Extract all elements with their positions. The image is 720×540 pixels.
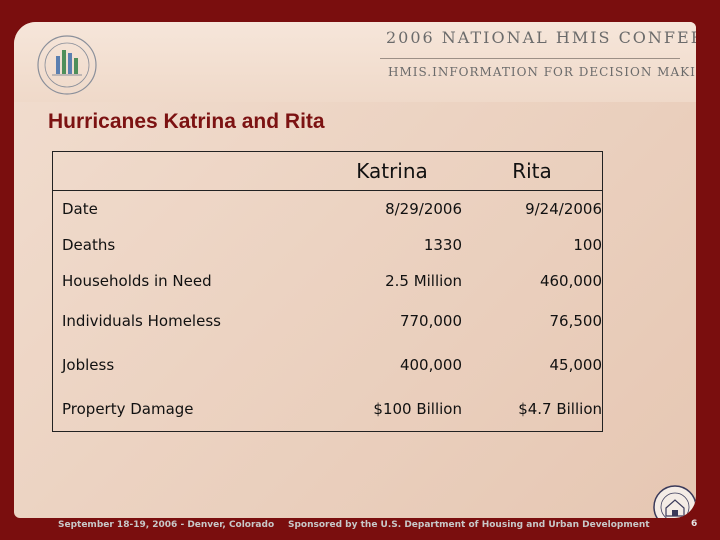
footer-event-info: September 18-19, 2006 - Denver, Colorado <box>58 520 275 530</box>
conference-subtitle: HMIS.INFORMATION FOR DECISION MAKING <box>388 65 696 79</box>
slide-title: Hurricanes Katrina and Rita <box>48 110 325 133</box>
table-header-blank <box>52 151 322 191</box>
row-label: Individuals Homeless <box>52 299 322 343</box>
table-row: Households in Need 2.5 Million 460,000 <box>52 263 603 299</box>
rita-value: 9/24/2006 <box>462 190 603 227</box>
katrina-value: 770,000 <box>399 312 462 330</box>
hud-seal-icon <box>653 485 696 518</box>
katrina-value: 2.5 Million <box>385 272 462 290</box>
table-header-katrina: Katrina <box>322 151 462 191</box>
katrina-value: 8/29/2006 <box>385 200 462 218</box>
rita-value: 100 <box>462 227 603 263</box>
rita-value: 76,500 <box>462 299 603 343</box>
rita-value: 460,000 <box>462 263 603 299</box>
table-row: Deaths 1330 100 <box>52 227 603 263</box>
rita-value: 45,000 <box>462 343 603 387</box>
footer-sponsor: Sponsored by the U.S. Department of Hous… <box>288 520 650 530</box>
row-label: Jobless <box>52 343 322 387</box>
row-label: Households in Need <box>52 263 322 299</box>
katrina-value: $100 Billion <box>322 387 462 432</box>
katrina-value: 1330 <box>423 236 462 254</box>
table-row: Property Damage $100 Billion $4.7 Billio… <box>52 387 603 432</box>
conference-title: 2006 NATIONAL HMIS CONFERENCE <box>386 28 696 47</box>
slide: 2006 NATIONAL HMIS CONFERENCE HMIS.INFOR… <box>14 22 696 518</box>
page-number: 6 <box>691 519 698 529</box>
katrina-value: 400,000 <box>399 356 462 374</box>
row-label: Deaths <box>52 227 322 263</box>
table-row: Date 8/29/2006 9/24/2006 <box>52 190 603 227</box>
header-divider <box>380 58 680 59</box>
table-header-row: Katrina Rita <box>52 151 603 191</box>
rita-value: $4.7 Billion <box>462 387 603 432</box>
table-header-rita: Rita <box>462 151 603 191</box>
hud-logo-icon <box>37 35 97 95</box>
table-row: Individuals Homeless 770,000 76,500 <box>52 299 603 343</box>
row-label: Date <box>52 190 322 227</box>
table-row: Jobless 400,000 45,000 <box>52 343 603 387</box>
hurricane-table: Katrina Rita Date 8/29/2006 9/24/2006 De… <box>52 151 603 432</box>
header-band <box>14 22 696 102</box>
row-label: Property Damage <box>52 387 322 432</box>
